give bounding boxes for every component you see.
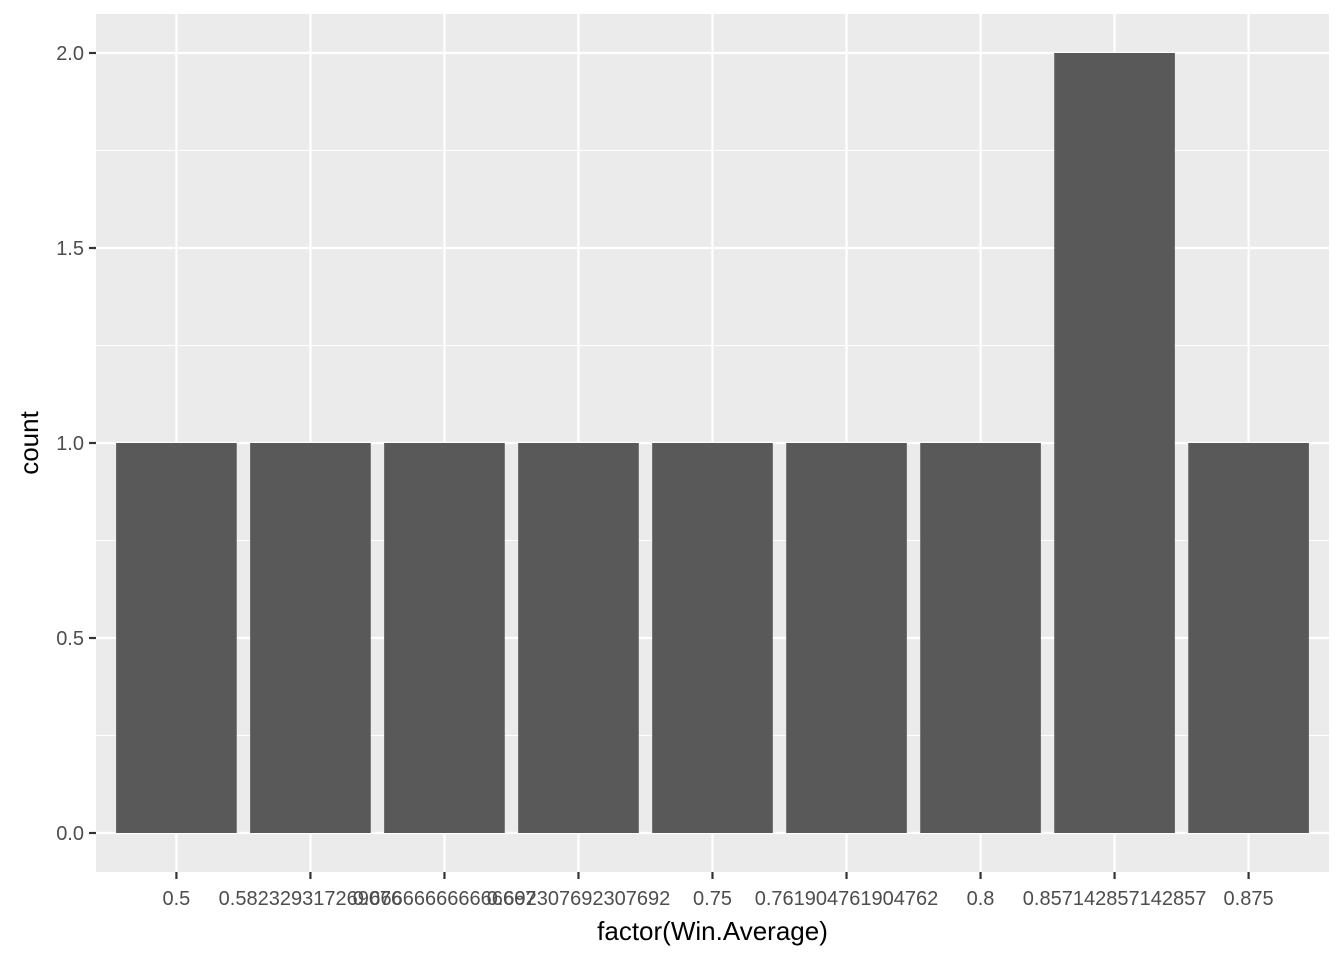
x-axis-title: factor(Win.Average) (597, 916, 828, 946)
x-tick-label: 0.857142857142857 (1023, 888, 1207, 910)
x-tick-label: 0.582329317269076 (219, 888, 403, 910)
y-tick-label: 1.0 (56, 433, 84, 455)
x-tick-label: 0.761904761904762 (755, 888, 939, 910)
bar-4 (652, 443, 773, 833)
y-axis-title: count (14, 410, 44, 474)
x-tick-label: 0.875 (1224, 888, 1274, 910)
bar-2 (384, 443, 505, 833)
y-tick-label: 0.5 (56, 628, 84, 650)
x-tick-label: 0.692307692307692 (487, 888, 671, 910)
bar-1 (250, 443, 371, 833)
y-tick-label: 2.0 (56, 43, 84, 65)
bar-7 (1054, 53, 1175, 833)
x-tick-label: 0.666666666666667 (353, 888, 537, 910)
bar-6 (920, 443, 1041, 833)
bar-5 (786, 443, 907, 833)
x-tick-label: 0.8 (967, 888, 995, 910)
y-axis: 0.0 0.5 1.0 1.5 2.0 (56, 43, 96, 845)
x-tick-label: 0.75 (693, 888, 732, 910)
x-tick-label: 0.5 (163, 888, 191, 910)
bar-0 (116, 443, 237, 833)
bars (116, 53, 1309, 833)
bar-3 (518, 443, 639, 833)
y-tick-label: 0.0 (56, 823, 84, 845)
y-tick-label: 1.5 (56, 238, 84, 260)
bar-8 (1188, 443, 1309, 833)
x-axis: 0.5 0.5823293172690760.6666666666666670.6… (163, 872, 1274, 910)
